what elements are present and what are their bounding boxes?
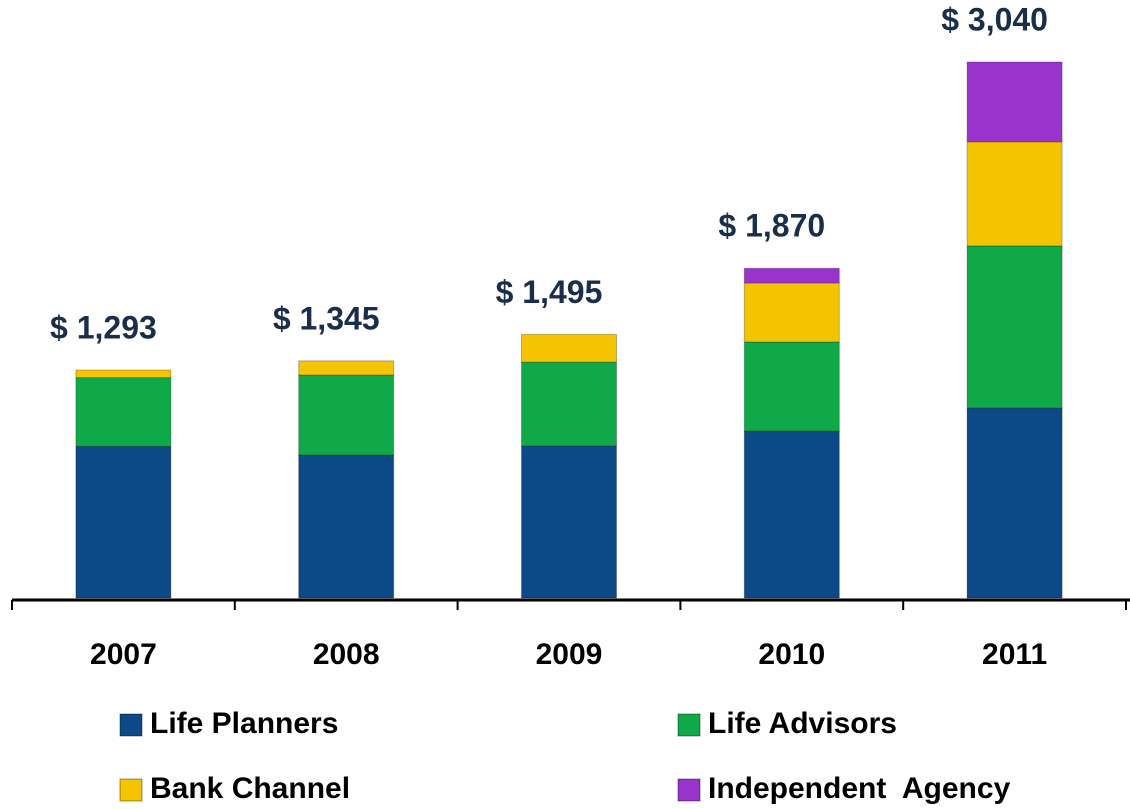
bar-segment: [966, 245, 1063, 409]
bar-segment: [298, 374, 395, 456]
bar-segment: [75, 369, 172, 379]
bar-segment: [521, 333, 617, 363]
legend-label: Independent Agency: [708, 772, 1011, 805]
x-tick-label: 2008: [313, 638, 380, 671]
legend-swatch: [677, 778, 701, 802]
bar-segment: [966, 61, 1063, 143]
total-label: $ 1,293: [50, 309, 157, 345]
bar-segment: [75, 377, 172, 447]
x-tick-label: 2011: [982, 638, 1047, 671]
x-tick-label: 2007: [90, 638, 157, 671]
total-label: $ 1,495: [496, 274, 603, 310]
bar-segment: [743, 282, 840, 343]
legend-swatch: [677, 713, 701, 737]
bar-segment: [298, 360, 395, 376]
bar-segment: [298, 454, 395, 599]
bar-segment: [521, 445, 617, 599]
total-label: $ 1,870: [718, 208, 825, 244]
bar-segment: [743, 341, 840, 432]
bar-segment: [743, 267, 840, 284]
legend-label: Life Planners: [150, 707, 338, 740]
bar-segment: [75, 445, 172, 599]
total-label: $ 1,345: [273, 300, 380, 336]
x-tick-label: 2010: [758, 638, 825, 671]
bar-segment: [966, 141, 1063, 247]
total-label: $ 3,040: [941, 1, 1048, 37]
legend-swatch: [119, 713, 143, 737]
legend-label: Life Advisors: [708, 707, 897, 740]
bar-segment: [521, 361, 617, 447]
x-tick-label: 2009: [536, 638, 603, 671]
legend-label: Bank Channel: [150, 772, 350, 805]
legend-swatch: [119, 778, 143, 802]
bar-segment: [743, 430, 840, 599]
bar-segment: [966, 407, 1063, 599]
